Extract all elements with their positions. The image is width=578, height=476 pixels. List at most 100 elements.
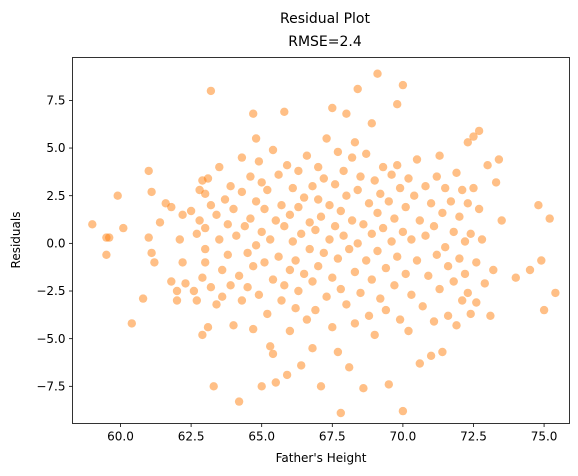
- scatter-point: [243, 248, 252, 258]
- scatter-point: [282, 161, 292, 170]
- scatter-point: [314, 195, 323, 204]
- scatter-point: [404, 326, 413, 336]
- scatter-point: [155, 218, 165, 227]
- scatter-point: [347, 153, 357, 162]
- scatter-point: [218, 265, 227, 275]
- scatter-point: [299, 193, 309, 202]
- scatter-point: [147, 248, 156, 258]
- scatter-point: [398, 406, 408, 416]
- scatter-point: [325, 201, 334, 210]
- scatter-point: [446, 197, 456, 206]
- scatter-point: [246, 214, 255, 223]
- scatter-point: [189, 286, 199, 296]
- scatter-point: [322, 292, 331, 301]
- scatter-point: [251, 134, 261, 143]
- scatter-point: [172, 286, 182, 296]
- scatter-point: [218, 292, 227, 301]
- scatter-point: [384, 197, 393, 206]
- scatter-point: [302, 315, 312, 324]
- y-tick-label: −2.5: [36, 284, 65, 298]
- scatter-point: [384, 380, 393, 389]
- scatter-point: [198, 330, 207, 340]
- scatter-point: [198, 273, 207, 282]
- scatter-point: [223, 220, 232, 229]
- scatter-point: [285, 326, 295, 336]
- scatter-point: [119, 223, 128, 233]
- scatter-point: [291, 304, 300, 313]
- scatter-point: [401, 269, 410, 279]
- scatter-point: [489, 265, 498, 275]
- scatter-point: [350, 138, 360, 147]
- scatter-point: [294, 286, 303, 296]
- scatter-point: [469, 132, 478, 141]
- scatter-point: [539, 305, 549, 315]
- scatter-point: [376, 189, 385, 198]
- scatter-point: [201, 258, 210, 267]
- scatter-point: [308, 182, 317, 191]
- scatter-point: [316, 212, 326, 221]
- scatter-point: [212, 300, 221, 309]
- scatter-point: [387, 237, 396, 246]
- scatter-point: [138, 294, 148, 303]
- scatter-point: [226, 182, 235, 191]
- scatter-point: [472, 258, 481, 267]
- y-tick-label: 5.0: [46, 141, 65, 155]
- scatter-point: [268, 349, 278, 359]
- scatter-point: [398, 80, 408, 90]
- scatter-point: [288, 183, 297, 193]
- scatter-point: [370, 176, 379, 185]
- scatter-point: [308, 344, 317, 353]
- scatter-point: [294, 202, 303, 212]
- scatter-point: [206, 283, 216, 292]
- scatter-point: [347, 216, 357, 225]
- scatter-point: [325, 235, 334, 244]
- scatter-point: [178, 210, 187, 219]
- scatter-point: [418, 302, 427, 311]
- scatter-point: [257, 227, 266, 237]
- scatter-point: [237, 296, 247, 305]
- scatter-point: [271, 216, 280, 225]
- scatter-point: [477, 235, 487, 244]
- scatter-point: [209, 382, 218, 391]
- scatter-point: [398, 227, 408, 237]
- scatter-point: [364, 199, 374, 208]
- scatter-point: [458, 296, 467, 305]
- scatter-point: [266, 235, 275, 244]
- scatter-point: [390, 214, 399, 223]
- scatter-point: [178, 258, 187, 267]
- scatter-point: [333, 347, 343, 357]
- scatter-point: [449, 277, 458, 286]
- scatter-point: [328, 103, 337, 113]
- scatter-point: [192, 296, 201, 305]
- scatter-point: [415, 359, 424, 368]
- scatter-point: [342, 191, 351, 200]
- scatter-point: [206, 86, 216, 96]
- scatter-point: [401, 202, 410, 212]
- scatter-point: [147, 187, 156, 197]
- scatter-point: [263, 185, 272, 195]
- x-tick-label: 72.5: [460, 430, 487, 444]
- scatter-point: [285, 265, 295, 275]
- x-axis-label: Father's Height: [276, 451, 367, 465]
- scatter-point: [345, 363, 354, 372]
- scatter-point: [333, 254, 343, 263]
- scatter-point: [260, 204, 269, 214]
- scatter-point: [302, 151, 312, 160]
- scatter-point: [336, 284, 345, 294]
- scatter-point: [328, 323, 337, 332]
- scatter-point: [393, 252, 402, 261]
- scatter-point: [545, 214, 554, 223]
- scatter-point: [381, 305, 391, 315]
- scatter-point: [254, 290, 264, 299]
- x-tick-label: 67.5: [319, 430, 346, 444]
- scatter-point: [263, 309, 272, 319]
- scatter-point: [167, 202, 176, 212]
- scatter-point: [201, 189, 210, 198]
- scatter-point: [311, 305, 320, 315]
- scatter-point: [201, 244, 210, 254]
- scatter-point: [429, 317, 439, 326]
- y-axis: −7.5 −5.0 −2.5 0.0 2.5 5.0 7.5: [36, 94, 73, 394]
- scatter-point: [226, 281, 235, 290]
- scatter-point: [316, 382, 326, 391]
